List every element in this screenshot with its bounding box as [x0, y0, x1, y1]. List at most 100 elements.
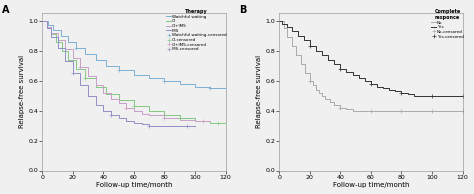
Line: Watchful waiting-censored: Watchful waiting-censored: [74, 46, 212, 90]
Watchful waiting: [131, 73, 137, 76]
No: [313, 88, 319, 91]
Watchful waiting: [50, 28, 56, 31]
No-censored: [429, 109, 435, 112]
CI: [177, 117, 182, 119]
No: [276, 19, 282, 22]
IMS: [139, 123, 145, 125]
CI-censored: [215, 121, 221, 124]
Yes-censored: [399, 91, 404, 94]
Yes: [313, 49, 319, 52]
Yes: [276, 19, 282, 22]
IMS: [123, 120, 129, 122]
CI: [53, 40, 59, 43]
IMS: [108, 114, 114, 116]
CI+IMS: [123, 106, 129, 109]
IMS: [146, 124, 152, 127]
Watchful waiting-censored: [73, 46, 79, 49]
Yes: [399, 91, 404, 94]
Text: A: A: [2, 5, 9, 15]
Yes-censored: [368, 82, 374, 85]
Yes: [368, 82, 374, 85]
Yes: [392, 90, 398, 92]
CI: [44, 25, 50, 28]
Legend: Watchful waiting, CI, CI+IMS, IMS, Watchful waiting-censored, CI-censored, CI+IM: Watchful waiting, CI, CI+IMS, IMS, Watch…: [166, 9, 227, 52]
Watchful waiting: [116, 69, 121, 71]
CI: [73, 67, 79, 70]
CI: [49, 33, 55, 35]
Yes: [441, 94, 447, 97]
No-censored: [307, 79, 313, 82]
CI+IMS: [85, 75, 91, 77]
IMS: [39, 19, 45, 22]
Yes: [307, 45, 313, 47]
No: [316, 91, 322, 94]
Watchful waiting: [39, 19, 45, 22]
IMS: [55, 46, 60, 49]
CI: [59, 49, 65, 52]
IMS: [162, 124, 167, 127]
Yes-censored: [460, 94, 465, 97]
No: [337, 106, 343, 109]
CI-censored: [82, 76, 88, 79]
Y-axis label: Relapse-free survival: Relapse-free survival: [256, 55, 263, 128]
IMS: [192, 124, 198, 127]
Yes: [350, 73, 356, 76]
No: [344, 108, 349, 110]
No: [374, 109, 380, 112]
Line: CI+IMS: CI+IMS: [42, 21, 210, 121]
Yes: [435, 94, 441, 97]
No: [423, 109, 429, 112]
Yes: [284, 25, 290, 28]
No: [380, 109, 386, 112]
CI: [223, 121, 228, 124]
Watchful waiting: [65, 40, 71, 43]
Watchful waiting: [104, 64, 109, 67]
No: [368, 109, 374, 112]
X-axis label: Follow-up time/month: Follow-up time/month: [96, 182, 172, 188]
IMS: [116, 117, 121, 119]
Yes-censored: [429, 94, 435, 97]
No: [284, 36, 290, 38]
Watchful waiting: [223, 87, 228, 89]
No-censored: [368, 109, 374, 112]
Yes: [331, 63, 337, 65]
IMS: [93, 103, 99, 106]
No: [302, 72, 308, 74]
No: [293, 54, 299, 56]
CI: [116, 99, 121, 101]
Watchful waiting: [146, 76, 152, 79]
Line: Yes-censored: Yes-censored: [308, 44, 465, 97]
Yes: [325, 58, 331, 61]
Yes: [356, 76, 362, 79]
CI+IMS: [177, 118, 182, 121]
Line: IMS-censored: IMS-censored: [71, 71, 189, 127]
IMS-censored: [146, 124, 152, 127]
Yes-censored: [337, 67, 343, 70]
Watchful waiting: [192, 85, 198, 88]
CI+IMS: [116, 102, 121, 104]
CI: [104, 93, 109, 95]
Yes: [337, 67, 343, 70]
CI+IMS: [100, 91, 106, 94]
Line: IMS: IMS: [42, 21, 195, 126]
No: [356, 109, 362, 112]
Yes: [386, 88, 392, 91]
No: [386, 109, 392, 112]
IMS: [100, 109, 106, 112]
IMS: [63, 60, 68, 62]
No: [441, 109, 447, 112]
No: [411, 109, 417, 112]
CI+IMS: [44, 25, 50, 28]
Watchful waiting: [162, 79, 167, 82]
CI+IMS: [131, 109, 137, 112]
Yes: [417, 94, 423, 97]
Watchful waiting: [73, 46, 79, 49]
Yes: [374, 85, 380, 88]
CI-censored: [177, 117, 182, 119]
Yes: [460, 94, 465, 97]
Line: Yes: Yes: [279, 21, 463, 95]
Watchful waiting: [177, 82, 182, 85]
CI: [146, 109, 152, 112]
IMS: [70, 72, 76, 74]
No: [362, 109, 368, 112]
